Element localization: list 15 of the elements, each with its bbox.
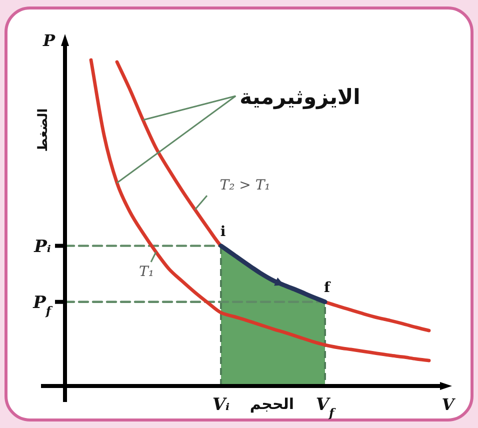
x-tick-label: V$_{f}$ [316, 395, 336, 420]
label-series: P$_{f}$ [33, 292, 65, 318]
annotation: i [220, 224, 226, 240]
series-label: T₁ [139, 264, 154, 280]
series-label: P$_{f}$ [32, 292, 53, 318]
annotation: V [442, 395, 454, 414]
annotation: P [42, 31, 56, 50]
x-tick-label: Vᵢ [212, 395, 230, 415]
x-axis-title: الحجم [250, 395, 294, 413]
y-axis-title: الضغط [36, 108, 51, 152]
label-series: T₁ [139, 252, 157, 280]
series-label: Pᵢ [33, 236, 51, 257]
annotation: f [324, 280, 330, 296]
label-series: Pᵢ [34, 236, 65, 257]
annotation: الايزوثيرمية [240, 85, 360, 110]
